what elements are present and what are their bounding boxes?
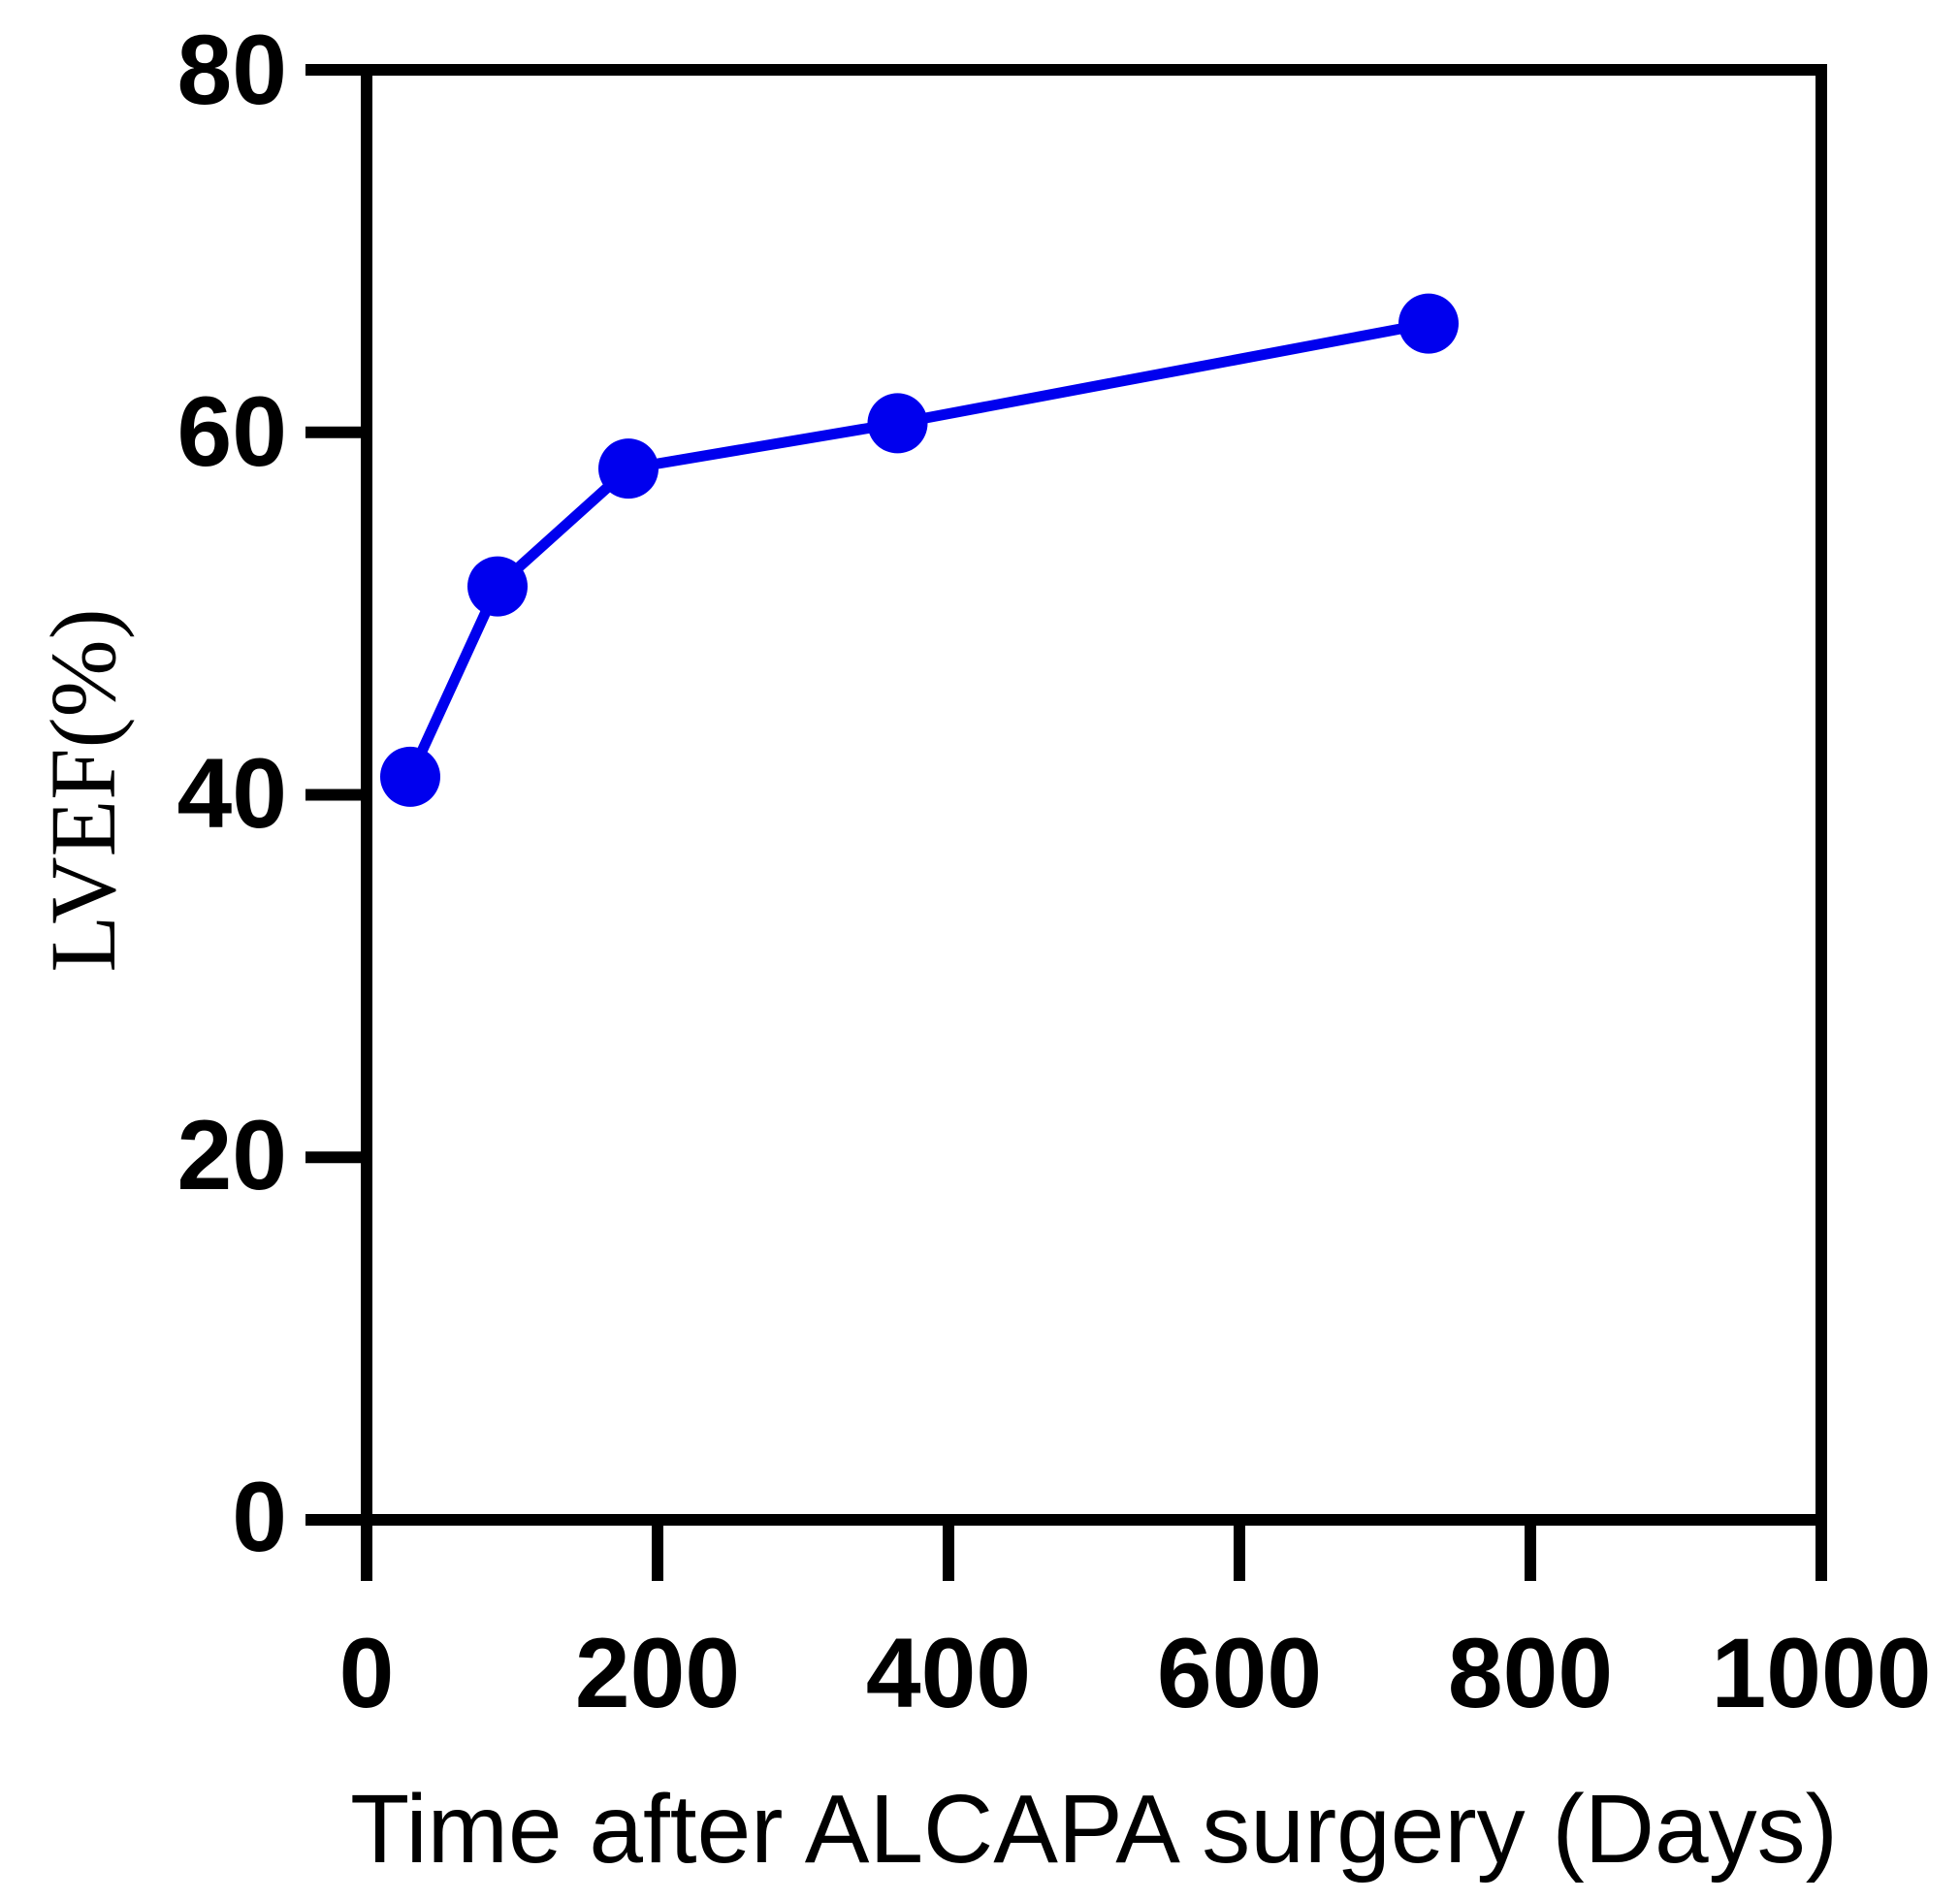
series-line bbox=[405, 318, 1430, 780]
x-tick-label: 200 bbox=[575, 1618, 740, 1728]
x-tick-label: 600 bbox=[1157, 1618, 1322, 1728]
data-point bbox=[380, 746, 440, 807]
y-tick-label: 40 bbox=[177, 738, 287, 849]
x-tick-label: 400 bbox=[866, 1618, 1031, 1728]
plot-frame bbox=[305, 64, 1827, 1581]
x-tick-label: 0 bbox=[339, 1618, 395, 1728]
plot-border bbox=[361, 64, 1827, 1526]
y-axis: 0 20 40 60 80 bbox=[177, 15, 287, 1572]
data-point bbox=[1398, 293, 1459, 354]
data-point bbox=[467, 556, 528, 617]
x-axis: 0 200 400 600 800 1000 bbox=[339, 1618, 1932, 1728]
y-tick-label: 80 bbox=[177, 15, 287, 125]
y-tick-label: 20 bbox=[177, 1100, 287, 1210]
x-tick-label: 1000 bbox=[1712, 1618, 1932, 1728]
x-tick-label: 800 bbox=[1448, 1618, 1613, 1728]
data-point bbox=[598, 438, 659, 499]
data-point bbox=[867, 393, 928, 454]
series-layer bbox=[380, 293, 1459, 807]
x-axis-label: Time after ALCAPA surgery (Days) bbox=[350, 1775, 1838, 1884]
y-axis-label: LVEF(%) bbox=[31, 608, 135, 972]
y-tick-label: 60 bbox=[177, 376, 287, 487]
y-tick-label: 0 bbox=[232, 1462, 287, 1572]
